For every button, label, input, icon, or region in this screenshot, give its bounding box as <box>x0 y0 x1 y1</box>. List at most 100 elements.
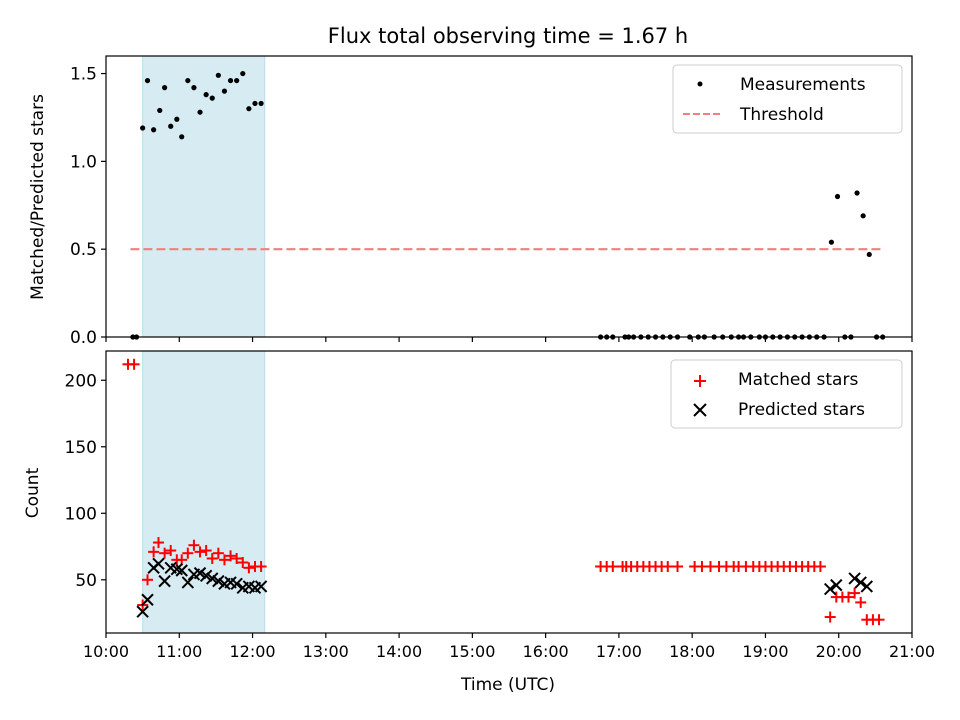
matched-star-marker <box>142 574 154 586</box>
count-points <box>122 358 885 626</box>
matched-star-marker <box>159 547 171 559</box>
measurement-point <box>185 77 191 84</box>
matched-star-marker <box>182 547 194 559</box>
predicted-star-marker <box>212 574 225 588</box>
matched-star-marker <box>218 554 230 566</box>
x-tick-label: 12:00 <box>229 642 275 661</box>
ratio-y-axis-label: Matched/Predicted stars <box>28 94 48 300</box>
matched-star-marker <box>212 547 224 559</box>
x-tick-label: 17:00 <box>596 642 642 661</box>
measurement-point <box>140 125 146 131</box>
matched-star-marker <box>662 560 674 572</box>
x-axis-label: Time (UTC) <box>460 675 555 695</box>
count-y-ticks: 50 100 150 200 <box>65 371 106 591</box>
x-tick-label: 18:00 <box>669 642 715 661</box>
measurement-point <box>174 116 180 122</box>
predicted-star-marker <box>141 593 154 606</box>
count-legend-box <box>670 359 903 429</box>
observing-window-span <box>142 55 266 338</box>
matched-star-marker <box>814 560 826 572</box>
matched-star-marker <box>148 546 160 558</box>
legend-measurements-label: Measurements <box>740 75 866 95</box>
predicted-star-marker <box>175 564 188 577</box>
measurement-point <box>240 70 246 77</box>
measurement-point <box>191 85 197 91</box>
measurement-point <box>209 95 215 101</box>
ratio-legend: Measurements Threshold <box>672 64 903 134</box>
matched-star-marker <box>855 596 867 608</box>
matched-star-marker <box>873 614 885 626</box>
x-tick-label: 21:00 <box>889 642 935 661</box>
y-tick-label: 0.0 <box>70 328 97 348</box>
x-tick-label: 16:00 <box>523 642 569 661</box>
matched-star-marker <box>824 611 836 623</box>
matched-star-marker <box>128 358 140 370</box>
count-panel: 10:00 11:00 12:00 13:00 14:00 15:00 16:00 17:00… <box>23 350 935 695</box>
highlight-span-rect <box>142 55 266 338</box>
legend-matched-marker <box>694 375 706 387</box>
matched-star-marker <box>200 545 212 557</box>
ratio-x-ticks <box>105 337 913 342</box>
predicted-star-marker <box>136 605 149 618</box>
measurement-point <box>246 106 252 112</box>
predicted-star-marker <box>181 576 195 589</box>
x-tick-label: 10:00 <box>83 642 129 661</box>
matched-star-marker <box>225 550 237 562</box>
ratio-panel-frame <box>105 55 913 338</box>
matched-star-marker <box>607 560 619 572</box>
x-tick-label: 20:00 <box>816 642 862 661</box>
predicted-star-marker <box>199 569 213 583</box>
measurement-point <box>866 251 872 258</box>
measurement-point <box>828 239 835 245</box>
measurement-point <box>179 134 185 140</box>
predicted-star-marker <box>206 572 219 585</box>
predicted-star-marker <box>848 572 861 585</box>
measurement-point <box>168 123 174 129</box>
matched-star-marker <box>243 562 255 574</box>
x-tick-label: 11:00 <box>156 642 202 661</box>
x-tick-label: 14:00 <box>376 642 422 661</box>
count-panel-frame <box>105 350 913 634</box>
predicted-star-marker <box>254 580 268 593</box>
y-tick-label: 1.5 <box>70 65 97 85</box>
predicted-star-marker <box>193 566 207 580</box>
predicted-star-marker <box>158 574 171 588</box>
x-tick-label: 13:00 <box>303 642 349 661</box>
measurement-point <box>157 107 163 114</box>
y-tick-label: 0.5 <box>70 240 97 260</box>
matched-star-marker <box>255 560 267 572</box>
y-tick-label: 100 <box>65 504 97 524</box>
x-tick-label: 15:00 <box>449 642 495 661</box>
figure-title: Flux total observing time = 1.67 h <box>328 24 688 48</box>
matched-star-marker <box>153 537 165 549</box>
measurement-point <box>144 77 151 84</box>
matched-star-marker <box>231 553 243 565</box>
predicted-star-marker <box>854 576 867 589</box>
count-x-ticks: 10:00 11:00 12:00 13:00 14:00 15:00 16:00 17:00… <box>83 633 935 661</box>
matched-star-marker <box>188 539 200 551</box>
measurement-point <box>197 109 203 115</box>
measurement-point <box>860 213 866 219</box>
matched-star-marker <box>194 546 206 558</box>
y-tick-label: 1.0 <box>70 152 97 172</box>
legend-threshold-label: Threshold <box>739 105 824 125</box>
measurement-point <box>252 100 258 107</box>
measurement-point <box>151 127 157 133</box>
measurement-point <box>234 77 240 84</box>
y-tick-label: 200 <box>65 371 97 391</box>
predicted-star-marker <box>152 557 165 571</box>
y-tick-label: 50 <box>75 571 97 591</box>
ratio-panel: 0.0 0.5 1.0 1.5 Matched/Predicted stars Mea… <box>28 55 913 348</box>
predicted-star-marker <box>230 577 243 590</box>
x-tick-label: 19:00 <box>742 642 788 661</box>
measurement-point <box>215 72 221 78</box>
measurement-point <box>834 193 841 200</box>
matched-star-marker <box>165 545 177 557</box>
matched-star-marker <box>842 591 854 603</box>
legend-predicted-label: Predicted stars <box>738 400 865 420</box>
count-legend: Matched stars Predicted stars <box>670 359 903 429</box>
measurement-point <box>258 100 264 107</box>
ratio-legend-box <box>672 64 903 134</box>
measurement-point <box>221 88 228 94</box>
